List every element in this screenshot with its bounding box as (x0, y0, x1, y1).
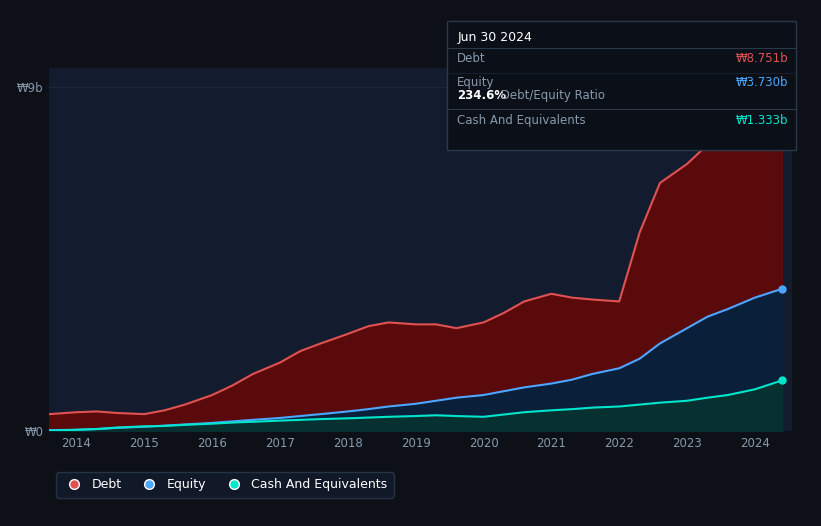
Text: Cash And Equivalents: Cash And Equivalents (457, 114, 586, 127)
Text: Debt/Equity Ratio: Debt/Equity Ratio (497, 89, 605, 102)
Legend: Debt, Equity, Cash And Equivalents: Debt, Equity, Cash And Equivalents (56, 472, 394, 498)
Text: 234.6%: 234.6% (457, 89, 507, 102)
Text: Jun 30 2024: Jun 30 2024 (457, 31, 532, 44)
Text: ₩1.333b: ₩1.333b (736, 114, 788, 127)
Text: Equity: Equity (457, 76, 495, 89)
Text: ₩3.730b: ₩3.730b (736, 76, 788, 89)
Text: Debt: Debt (457, 52, 486, 65)
Text: ₩8.751b: ₩8.751b (736, 52, 788, 65)
